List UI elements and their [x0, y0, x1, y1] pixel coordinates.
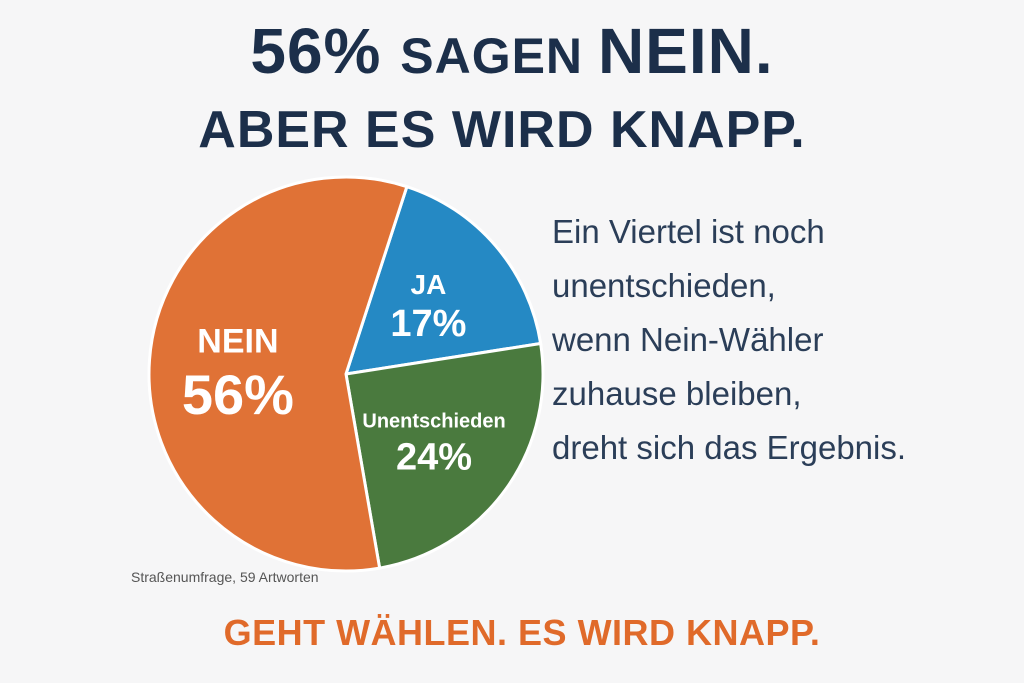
side-text-line: unentschieden, — [552, 267, 776, 304]
side-text-line: Ein Viertel ist noch — [552, 213, 825, 250]
source-note: Straßenumfrage, 59 Artworten — [131, 569, 319, 585]
slice-value-label: 24% — [396, 436, 472, 478]
slice-label: JA — [411, 269, 447, 300]
headline-line-1: 56% SAGEN NEIN. — [0, 14, 1024, 88]
side-text-line: wenn Nein-Wähler — [552, 321, 824, 358]
slice-label: Unentschieden — [362, 411, 505, 433]
call-to-action: GEHT WÄHLEN. ES WIRD KNAPP. — [223, 612, 821, 653]
pie-slice-unentschieden — [344, 341, 545, 570]
slice-value-label: 17% — [390, 303, 466, 345]
side-text: Ein Viertel ist noch unentschieden, wenn… — [552, 205, 906, 475]
headline-sagen: SAGEN — [400, 28, 598, 84]
headline-percent: 56% — [250, 15, 401, 87]
pie-slice-ja — [343, 184, 543, 376]
slice-label: NEIN — [197, 322, 278, 360]
slice-value-label: 56% — [182, 363, 294, 426]
side-text-line: dreht sich das Ergebnis. — [552, 429, 907, 466]
side-text-line: zuhause bleiben, — [552, 375, 802, 412]
headline-line-2: ABER ES WIRD KNAPP. — [198, 101, 806, 159]
pie-slice-nein — [147, 175, 409, 573]
headline-nein: NEIN. — [597, 15, 774, 87]
